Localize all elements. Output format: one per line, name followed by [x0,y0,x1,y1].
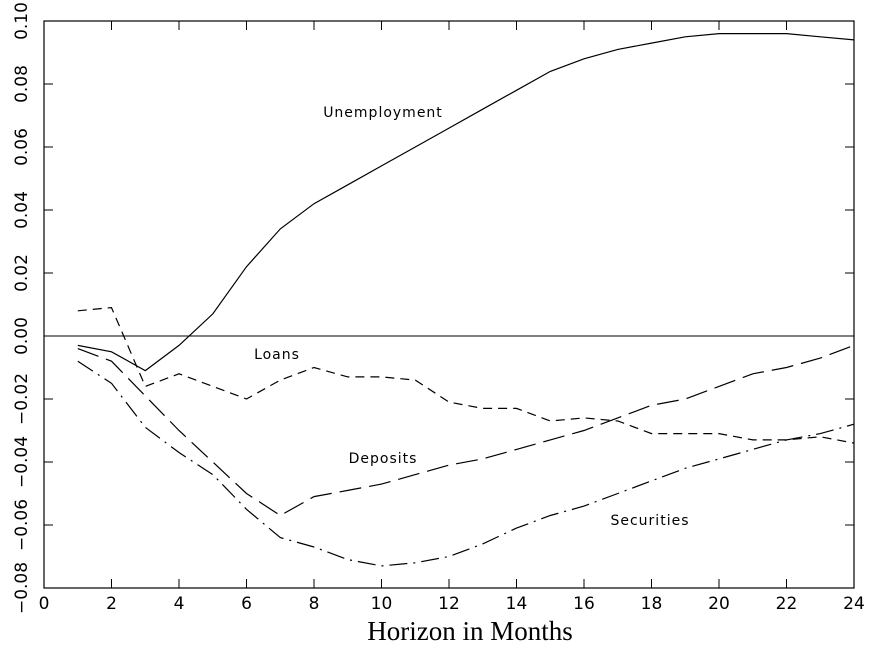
x-tick-label: 22 [776,594,798,614]
y-tick-label: 0.00 [12,317,32,355]
x-axis-label: Horizon in Months [367,616,573,646]
x-tick-label: 14 [506,594,528,614]
x-tick-label: 6 [241,594,252,614]
x-tick-label: 16 [573,594,595,614]
series-line [77,306,855,444]
y-tick-label: −0.06 [12,499,32,551]
series-label: Deposits [349,451,418,467]
x-tick-label: 10 [371,594,393,614]
x-tick-label: 12 [438,594,460,614]
series-line [77,344,855,517]
y-tick-label: 0.02 [12,254,32,292]
y-tick-label: −0.04 [12,436,32,488]
plot-frame [43,20,855,589]
series-line [77,360,855,567]
y-tick-label: 0.06 [12,128,32,166]
y-tick-label: −0.08 [12,562,32,614]
x-tick-label: 0 [39,594,50,614]
x-tick-label: 2 [106,594,117,614]
x-tick-label: 24 [843,594,865,614]
series-label: Unemployment [323,105,443,121]
y-tick-label: 0.08 [12,65,32,103]
series-label: Securities [610,513,689,529]
x-tick-label: 18 [641,594,663,614]
y-tick-label: 0.04 [12,191,32,229]
x-tick-label: 20 [708,594,730,614]
x-tick-label: 8 [309,594,320,614]
series-line [77,33,855,372]
y-tick-label: 0.10 [12,2,32,40]
x-tick-label: 4 [174,594,185,614]
y-tick-label: −0.02 [12,373,32,425]
series-label: Loans [254,347,300,363]
